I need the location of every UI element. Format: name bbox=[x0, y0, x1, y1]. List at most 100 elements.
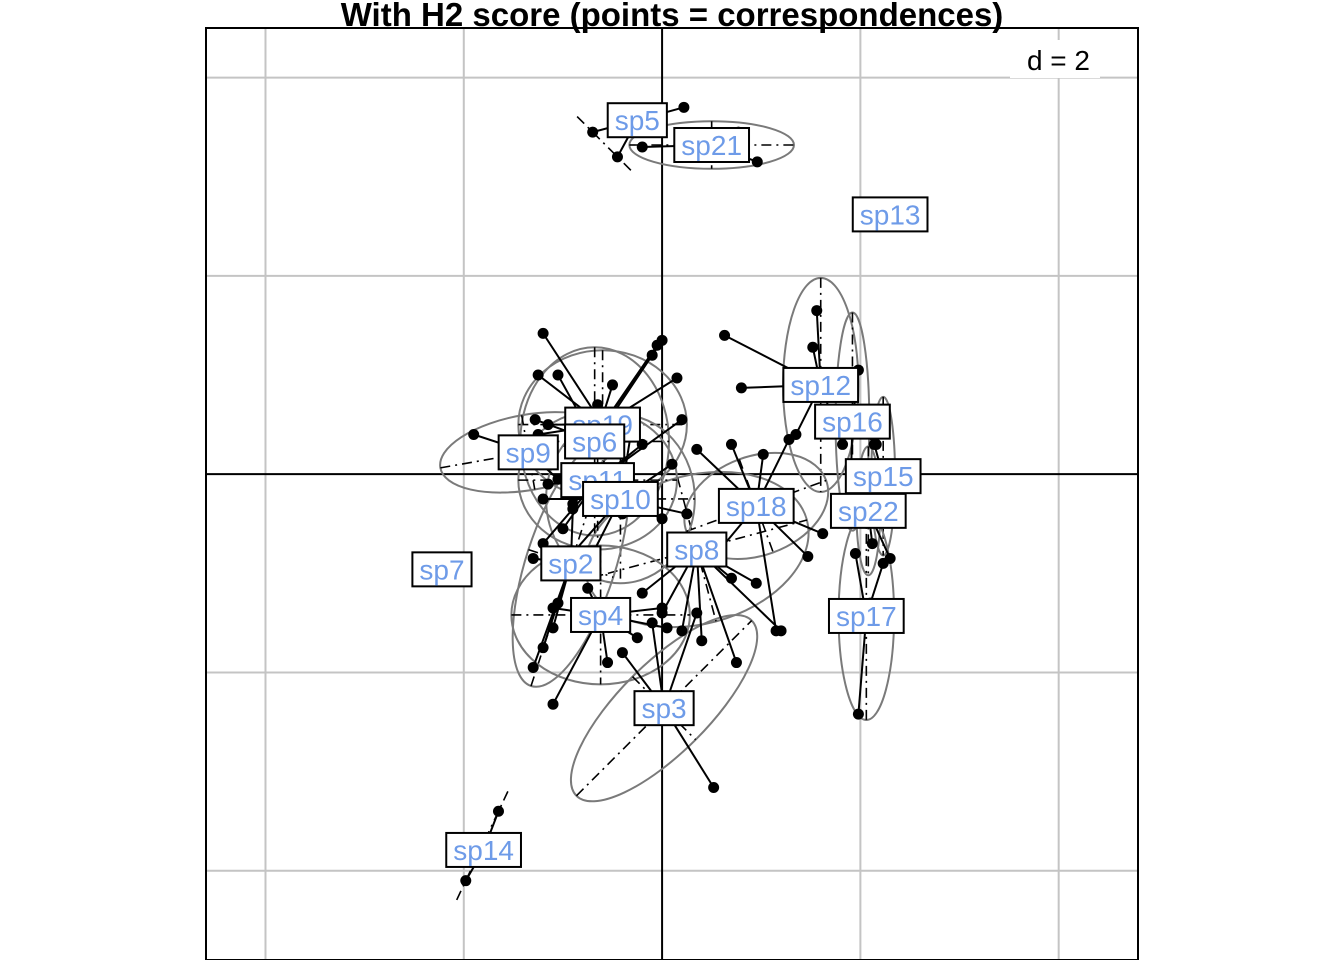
label-sp5: sp5 bbox=[606, 102, 668, 139]
label-text-sp10: sp10 bbox=[590, 484, 651, 515]
point-sp4 bbox=[631, 632, 643, 644]
point-sp9 bbox=[468, 429, 480, 441]
point-sp8 bbox=[730, 657, 742, 669]
point-sp21 bbox=[636, 141, 648, 153]
point-sp4 bbox=[582, 582, 594, 594]
label-box-sp6 bbox=[564, 423, 626, 460]
label-text-sp3: sp3 bbox=[641, 693, 686, 724]
point-sp17 bbox=[852, 708, 864, 720]
point-sp19 bbox=[646, 349, 658, 361]
label-sp18: sp18 bbox=[717, 487, 795, 524]
label-sp2: sp2 bbox=[540, 545, 602, 582]
point-sp18 bbox=[783, 433, 795, 445]
point-sp3 bbox=[646, 617, 658, 629]
point-sp10 bbox=[537, 493, 549, 505]
label-sp8: sp8 bbox=[666, 531, 728, 568]
point-sp10 bbox=[681, 508, 693, 520]
label-sp15: sp15 bbox=[844, 458, 922, 495]
point-sp3 bbox=[691, 607, 703, 619]
label-text-sp15: sp15 bbox=[853, 461, 914, 492]
point-sp8 bbox=[750, 577, 762, 589]
zero-axes bbox=[206, 28, 1138, 960]
point-sp4 bbox=[656, 602, 668, 614]
label-text-sp5: sp5 bbox=[615, 105, 660, 136]
point-sp12 bbox=[735, 382, 747, 394]
label-text-sp7: sp7 bbox=[419, 554, 464, 585]
point-sp14 bbox=[460, 875, 472, 887]
point-sp6 bbox=[607, 379, 619, 391]
label-sp3: sp3 bbox=[633, 690, 695, 727]
star-spokes bbox=[464, 106, 892, 882]
point-sp12 bbox=[811, 305, 823, 317]
label-box-sp10 bbox=[582, 480, 659, 517]
label-box-sp15 bbox=[844, 458, 922, 495]
point-sp6 bbox=[552, 369, 564, 381]
point-sp6 bbox=[656, 334, 668, 346]
label-sp12: sp12 bbox=[782, 366, 860, 403]
point-sp2 bbox=[567, 503, 579, 515]
label-sp16: sp16 bbox=[814, 403, 891, 440]
point-sp18 bbox=[802, 550, 814, 562]
label-sp14: sp14 bbox=[445, 831, 522, 868]
point-sp11 bbox=[557, 523, 569, 535]
label-box-sp8 bbox=[666, 531, 728, 568]
label-box-sp17 bbox=[827, 597, 905, 634]
spoke-sp18 bbox=[755, 505, 778, 631]
point-sp4 bbox=[547, 602, 559, 614]
label-box-sp12 bbox=[782, 366, 860, 403]
point-sp5 bbox=[587, 126, 599, 138]
label-box-sp5 bbox=[606, 102, 668, 139]
point-sp16 bbox=[837, 438, 849, 450]
point-sp19 bbox=[542, 419, 554, 431]
point-sp4 bbox=[547, 698, 559, 710]
point-sp18 bbox=[817, 528, 829, 540]
label-sp17: sp17 bbox=[827, 597, 905, 634]
label-box-sp13 bbox=[851, 196, 929, 233]
point-sp2 bbox=[527, 662, 539, 674]
point-sp22 bbox=[866, 538, 878, 550]
spoke-sp8 bbox=[695, 549, 738, 663]
label-text-sp18: sp18 bbox=[726, 491, 787, 522]
label-box-sp3 bbox=[633, 690, 695, 727]
point-sp2 bbox=[537, 642, 549, 654]
label-text-sp12: sp12 bbox=[790, 370, 851, 401]
label-box-sp18 bbox=[717, 487, 795, 524]
point-sp18 bbox=[757, 448, 769, 460]
point-sp5 bbox=[678, 101, 690, 113]
label-box-sp21 bbox=[673, 126, 751, 163]
label-text-sp22: sp22 bbox=[838, 496, 899, 527]
label-text-sp16: sp16 bbox=[822, 407, 883, 438]
label-text-sp4: sp4 bbox=[578, 600, 623, 631]
label-text-sp8: sp8 bbox=[674, 535, 719, 566]
point-sp8 bbox=[775, 625, 787, 637]
label-sp4: sp4 bbox=[570, 596, 632, 633]
label-text-sp2: sp2 bbox=[548, 548, 593, 579]
point-sp19 bbox=[537, 327, 549, 339]
scale-label: d = 2 bbox=[1027, 45, 1090, 76]
label-box-sp2 bbox=[540, 545, 602, 582]
point-sp8 bbox=[636, 587, 648, 599]
grid-lines bbox=[206, 28, 1138, 960]
label-box-sp22 bbox=[829, 492, 907, 529]
label-sp10: sp10 bbox=[582, 480, 659, 517]
point-sp19 bbox=[532, 369, 544, 381]
point-sp17 bbox=[849, 547, 861, 559]
point-sp3 bbox=[708, 781, 720, 793]
label-sp6: sp6 bbox=[564, 423, 626, 460]
point-sp19 bbox=[671, 372, 683, 384]
label-text-sp17: sp17 bbox=[836, 601, 897, 632]
label-sp7: sp7 bbox=[411, 551, 473, 588]
label-box-sp4 bbox=[570, 596, 632, 633]
label-text-sp21: sp21 bbox=[681, 130, 742, 161]
point-sp12 bbox=[807, 341, 819, 353]
label-box-sp9 bbox=[497, 434, 559, 471]
ellipse-axis-sp3 bbox=[575, 619, 753, 797]
plot-frame bbox=[205, 27, 1139, 960]
point-sp2 bbox=[527, 552, 539, 564]
point-sp18 bbox=[725, 438, 737, 450]
point-sp11 bbox=[676, 414, 688, 426]
point-sp10 bbox=[666, 458, 678, 470]
point-sp14 bbox=[492, 805, 504, 817]
